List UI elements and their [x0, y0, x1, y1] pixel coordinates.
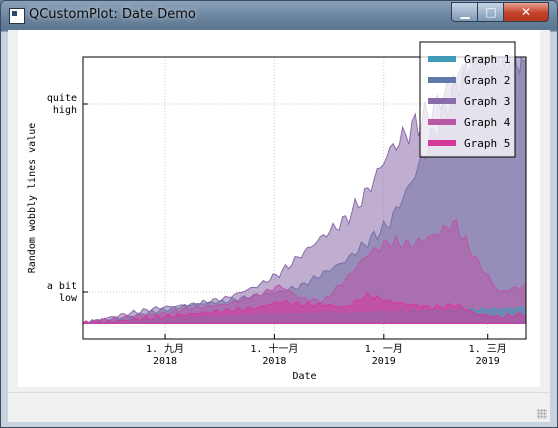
legend[interactable]: Graph 1 Graph 2 Graph 3 Graph 4 Graph 5 — [419, 41, 516, 158]
x-tick-label-3: 1. 三月 — [469, 343, 507, 355]
legend-swatch-4 — [428, 119, 456, 125]
app-icon[interactable] — [9, 8, 25, 24]
x-tick-label-2: 1. 一月 — [365, 343, 403, 355]
legend-label-5: Graph 5 — [464, 137, 510, 150]
x-tick-year-1: 2018 — [262, 356, 286, 367]
status-bar — [8, 392, 550, 422]
y-tick-sublabel-0: high — [53, 105, 77, 116]
x-axis-title: Date — [292, 371, 316, 382]
plot-panel[interactable]: 1. 九月 2018 1. 十一月 2018 1. 一月 2019 1. 三月 2019 qui… — [18, 30, 540, 387]
axis-rect — [82, 56, 527, 340]
x-tick-year-3: 2019 — [476, 356, 500, 367]
maximize-button[interactable]: □ — [477, 2, 505, 22]
legend-swatch-5 — [428, 140, 456, 146]
legend-label-3: Graph 3 — [464, 95, 510, 108]
series-area-5 — [83, 292, 526, 324]
legend-swatch-3 — [428, 98, 456, 104]
y-axis-title: Random wobbly lines value — [27, 123, 38, 274]
window-title: QCustomPlot: Date Demo — [29, 7, 196, 22]
legend-label-4: Graph 4 — [464, 116, 511, 129]
x-tick-year-2: 2019 — [372, 356, 396, 367]
minimize-button[interactable]: ▁ — [451, 2, 479, 22]
y-tick-sublabel-1: low — [59, 293, 78, 304]
close-button[interactable]: ✕ — [503, 2, 549, 22]
client-area: 1. 九月 2018 1. 十一月 2018 1. 一月 2019 1. 三月 2019 qui… — [8, 30, 550, 422]
y-tick-label-1: a bit — [47, 281, 77, 292]
legend-label-1: Graph 1 — [464, 53, 510, 66]
legend-label-2: Graph 2 — [464, 74, 510, 87]
areas-layer — [83, 57, 526, 324]
x-tick-label-1: 1. 十一月 — [250, 342, 298, 355]
series-area-4 — [83, 219, 526, 324]
x-tick-year-0: 2018 — [153, 356, 177, 367]
legend-swatch-2 — [428, 77, 456, 83]
x-tick-label-0: 1. 九月 — [146, 343, 184, 355]
resize-grip-icon[interactable] — [537, 409, 547, 419]
y-tick-label-0: quite — [47, 93, 77, 104]
title-bar[interactable]: QCustomPlot: Date Demo ▁ □ ✕ — [1, 1, 557, 29]
legend-swatch-1 — [428, 56, 456, 62]
